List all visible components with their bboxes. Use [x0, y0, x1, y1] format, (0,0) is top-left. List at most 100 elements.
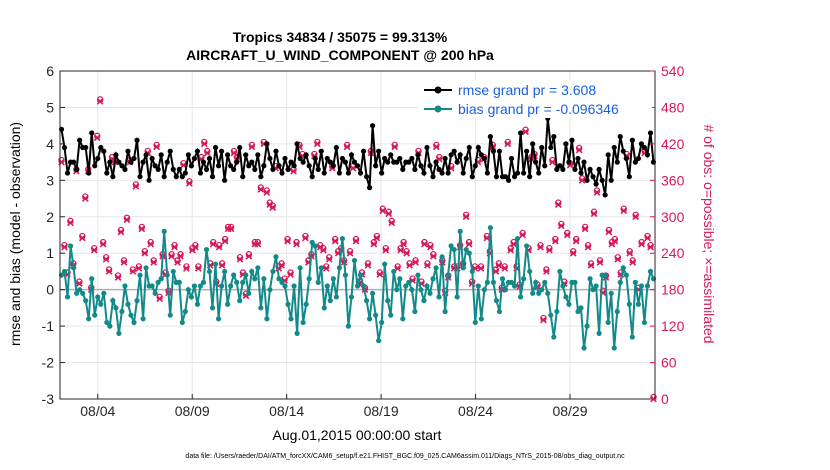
rmse-point: [412, 166, 418, 172]
rmse-point: [252, 166, 258, 172]
obs-assimilated-point: [93, 134, 101, 142]
bias-point: [291, 283, 297, 289]
obs-assimilated-point: [519, 231, 526, 239]
grid: [60, 70, 655, 400]
bias-point: [206, 268, 213, 275]
obs-assimilated-point: [364, 262, 372, 269]
obs-assimilated-point: [349, 164, 357, 172]
rmse-point: [514, 170, 521, 176]
rmse-point: [418, 163, 424, 169]
bias-point: [508, 279, 515, 285]
obs-assimilated-point: [644, 234, 651, 242]
rmse-point: [61, 144, 68, 151]
bias-point: [161, 228, 167, 234]
rmse-point: [312, 155, 318, 162]
obs-assimilated-point: [81, 195, 89, 202]
rmse-point: [306, 163, 312, 169]
obs-assimilated-point: [293, 240, 300, 248]
rmse-point: [161, 174, 167, 180]
bias-point: [424, 283, 430, 289]
rmse-point: [394, 159, 400, 165]
rmse-point: [297, 155, 303, 162]
rmse-point: [430, 174, 436, 180]
obs-assimilated-point: [572, 237, 580, 245]
rmse-point: [342, 159, 349, 165]
obs-assimilated-point: [465, 240, 473, 248]
bias-point: [457, 228, 463, 234]
bias-point: [318, 265, 324, 271]
rmse-point: [167, 148, 173, 154]
obs-assimilated-point: [171, 243, 178, 251]
bias-point: [557, 268, 563, 275]
rmse-point: [218, 148, 225, 154]
bias-point: [484, 279, 490, 285]
rmse-point: [83, 144, 89, 151]
bias-point: [379, 319, 385, 326]
bias-point: [527, 268, 533, 275]
obs-assimilated-point: [605, 228, 613, 236]
obs-assimilated-point: [186, 180, 193, 187]
bias-point: [252, 276, 258, 282]
bias-point: [131, 319, 137, 326]
bias-point: [460, 265, 466, 271]
rmse-point: [164, 159, 170, 165]
rmse-point: [345, 170, 352, 176]
bias-point: [321, 305, 327, 311]
obs-assimilated-point: [584, 243, 592, 251]
rmse-point: [330, 163, 336, 169]
bias-point: [116, 330, 122, 336]
obs-assimilated-point: [102, 255, 110, 263]
bias-point: [617, 279, 623, 285]
bias-point: [137, 272, 143, 278]
bias-point: [89, 276, 95, 282]
rmse-point: [173, 174, 179, 180]
bias-point: [342, 272, 349, 278]
bias-point: [406, 279, 412, 285]
bias-point: [297, 265, 303, 271]
rmse-point: [146, 177, 152, 183]
bias-point: [86, 316, 92, 322]
rmse-point: [182, 170, 188, 176]
y-tick-label: -2: [42, 355, 55, 371]
rmse-point: [113, 152, 119, 158]
rmse-point: [339, 155, 345, 162]
bias-point: [584, 323, 590, 329]
rmse-point: [92, 163, 98, 169]
y-tick-label: 1: [46, 245, 54, 261]
rmse-point: [517, 130, 524, 136]
bias-point: [611, 345, 617, 351]
bias-point: [608, 290, 614, 296]
bias-point: [433, 265, 439, 271]
bias-point: [125, 301, 131, 307]
rmse-point: [620, 148, 626, 154]
bias-point: [596, 330, 602, 336]
rmse-point: [635, 155, 641, 162]
obs-assimilated-point: [269, 204, 277, 212]
obs-assimilated-point: [105, 268, 113, 275]
bias-point: [149, 283, 155, 289]
rmse-point: [521, 170, 527, 176]
rmse-point: [119, 163, 125, 169]
bias-point: [632, 279, 638, 285]
obs-assimilated-point: [290, 167, 297, 175]
obs-assimilated-point: [540, 316, 547, 324]
bias-point: [315, 279, 321, 285]
bias-point: [231, 272, 237, 278]
bias-point: [388, 312, 394, 318]
bias-point: [170, 268, 176, 275]
legend-box: [418, 80, 652, 118]
rmse-point: [442, 155, 448, 162]
obs-assimilated-point: [638, 240, 645, 248]
bias-point: [363, 298, 370, 304]
rmse-point: [128, 159, 134, 165]
bias-point: [478, 316, 484, 322]
rmse-point: [267, 155, 273, 162]
rmse-point: [436, 166, 442, 172]
rmse-point: [131, 155, 137, 162]
obs-assimilated-point: [230, 149, 238, 157]
obs-assimilated-point: [322, 265, 330, 272]
bias-point: [276, 276, 282, 282]
rmse-point: [107, 159, 113, 165]
rmse-point: [409, 155, 415, 162]
bias-point: [472, 319, 478, 326]
